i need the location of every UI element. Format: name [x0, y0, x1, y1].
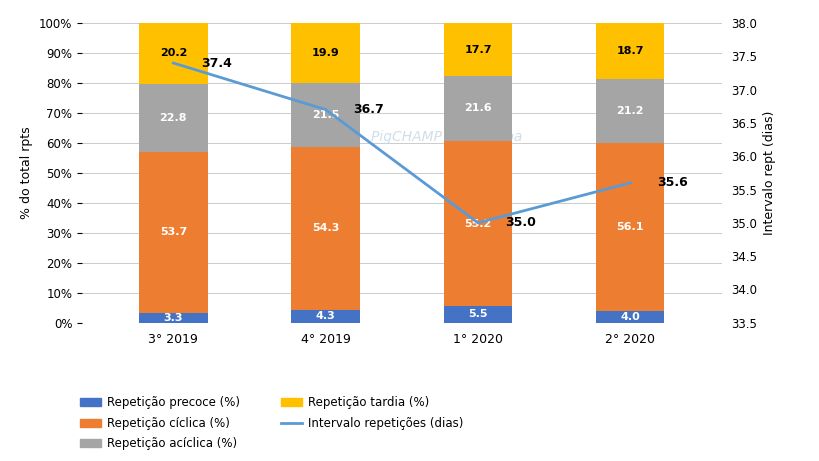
Bar	[139, 313, 207, 323]
Text: 4.3: 4.3	[315, 311, 335, 321]
Bar	[595, 142, 663, 311]
Text: 17.7: 17.7	[464, 45, 491, 54]
Text: 21.2: 21.2	[616, 106, 643, 116]
Text: PigCHAMP Pro Europa: PigCHAMP Pro Europa	[370, 130, 522, 144]
Bar	[443, 76, 512, 141]
Text: 35.6: 35.6	[657, 177, 688, 189]
Bar	[443, 141, 512, 306]
Text: 3.3: 3.3	[164, 313, 183, 323]
Bar	[595, 79, 663, 142]
Text: 53.7: 53.7	[160, 227, 187, 237]
Text: 20.2: 20.2	[160, 48, 187, 58]
Bar	[595, 23, 663, 79]
Bar	[291, 310, 360, 323]
Bar	[139, 152, 207, 313]
Text: 18.7: 18.7	[616, 46, 643, 56]
Text: 35.0: 35.0	[505, 216, 536, 229]
Text: 5.5: 5.5	[468, 309, 487, 319]
Bar	[291, 83, 360, 147]
Text: 21.6: 21.6	[464, 103, 491, 113]
Bar	[139, 83, 207, 152]
Text: 56.1: 56.1	[616, 222, 643, 232]
Bar	[139, 23, 207, 83]
Text: 36.7: 36.7	[353, 103, 383, 116]
Bar	[443, 23, 512, 76]
Y-axis label: % do total rpts: % do total rpts	[20, 127, 34, 219]
Bar	[443, 306, 512, 323]
Text: 55.2: 55.2	[464, 219, 491, 229]
Bar	[291, 23, 360, 83]
Text: 37.4: 37.4	[201, 57, 232, 70]
Legend: Repetição precoce (%), Repetição cíclica (%), Repetição acíclica (%), Repetição : Repetição precoce (%), Repetição cíclica…	[79, 396, 463, 450]
Text: 4.0: 4.0	[620, 312, 640, 322]
Bar	[291, 147, 360, 310]
Y-axis label: Intervalo rept (dias): Intervalo rept (dias)	[762, 111, 775, 235]
Text: 22.8: 22.8	[160, 113, 187, 123]
Text: 54.3: 54.3	[311, 224, 339, 233]
Bar	[595, 311, 663, 323]
Text: 19.9: 19.9	[311, 48, 339, 58]
Text: 21.5: 21.5	[311, 110, 339, 120]
